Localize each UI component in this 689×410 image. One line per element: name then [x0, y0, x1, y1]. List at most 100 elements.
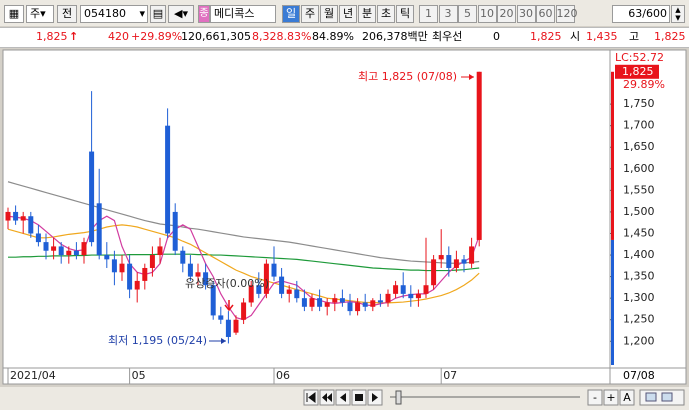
- interval-button[interactable]: 10: [477, 5, 497, 23]
- y-tick-label: 1,650: [623, 140, 655, 153]
- candle-body: [66, 250, 72, 256]
- event-note: 유상증자(0.00%): [185, 277, 269, 290]
- period-button[interactable]: 초: [377, 5, 395, 23]
- period-button[interactable]: 분: [358, 5, 376, 23]
- period-button[interactable]: 주: [301, 5, 319, 23]
- event-arrow: [224, 300, 234, 312]
- lc-label: LC:52.72: [615, 51, 664, 64]
- last-price-box: [615, 64, 659, 79]
- y-tick-label: 1,200: [623, 334, 655, 347]
- interval-button[interactable]: 3: [438, 5, 458, 23]
- zoom-in[interactable]: [603, 389, 619, 406]
- slider-thumb[interactable]: [395, 390, 402, 405]
- price-bar: [611, 71, 614, 240]
- x-tick-label: 05: [132, 369, 146, 382]
- market-select[interactable]: 주▾: [26, 5, 54, 23]
- period-button[interactable]: 일: [282, 5, 300, 23]
- period-button[interactable]: 틱: [396, 5, 414, 23]
- amount: 206,378백만: [362, 30, 428, 43]
- candle-body: [35, 233, 41, 243]
- candle-body: [233, 319, 239, 333]
- open-label: 시: [570, 30, 581, 43]
- high-note: 최고 1,825 (07/08): [358, 70, 457, 83]
- volume: 120,661,305: [181, 30, 251, 43]
- plot: 1,200 1,250 1,300 1,350 1,400 1,450 1,500 1,550…: [5, 71, 655, 384]
- interval-button[interactable]: 60: [536, 5, 555, 23]
- y-tick-label: 1,300: [623, 291, 655, 304]
- candle-body: [241, 302, 247, 320]
- candle-body: [362, 302, 368, 307]
- qty: 0: [493, 30, 500, 43]
- zoom-out[interactable]: [587, 389, 603, 406]
- candle-body: [370, 300, 376, 307]
- candle-body: [187, 263, 193, 277]
- candle-body: [453, 259, 459, 268]
- candle-body: [111, 259, 117, 273]
- candle-body: [263, 263, 269, 294]
- chart: 1,200 1,250 1,300 1,350 1,400 1,450 1,500 1,550…: [2, 49, 687, 385]
- candle-body: [317, 298, 323, 307]
- interval-button[interactable]: 30: [516, 5, 536, 23]
- candle-body: [165, 125, 171, 234]
- candle-body: [127, 263, 133, 290]
- low-arrow-head: [221, 338, 226, 344]
- candle-body: [415, 293, 421, 299]
- high-arrow-head: [469, 74, 474, 80]
- x-tick-label: 2021/04: [10, 369, 56, 382]
- menu-icon[interactable]: ▦: [4, 5, 24, 23]
- candle-body: [469, 246, 475, 264]
- y-tick-label: 1,250: [623, 313, 655, 326]
- candle-body: [332, 298, 338, 303]
- candle-body: [13, 211, 19, 221]
- candle-body: [180, 250, 186, 264]
- current-date: 07/08: [623, 369, 655, 382]
- candle-body: [423, 285, 429, 294]
- sound-button[interactable]: ◀▾: [168, 5, 194, 23]
- candle-body: [339, 298, 345, 303]
- candle-body: [271, 263, 277, 277]
- candle-body: [355, 302, 361, 312]
- search-button[interactable]: ▤: [150, 5, 166, 23]
- candle-body: [134, 280, 140, 290]
- candle-body: [89, 151, 95, 243]
- next-icon: [372, 393, 378, 402]
- turnover: 84.89%: [312, 30, 354, 43]
- name: 메디콕스: [214, 7, 255, 20]
- font-button[interactable]: [619, 389, 635, 406]
- market: 주: [30, 7, 41, 20]
- period-button[interactable]: 년: [339, 5, 357, 23]
- candle-body: [347, 302, 353, 312]
- candle-body: [461, 259, 467, 264]
- x-tick-label: 07: [443, 369, 457, 382]
- y-tick-label: 1,700: [623, 119, 655, 132]
- up-arrow: ↑: [69, 30, 79, 43]
- change-rate: +29.89%: [131, 30, 183, 43]
- count-input[interactable]: 63/600: [612, 5, 670, 23]
- bid: 1,825: [530, 30, 562, 43]
- count-max: /600: [642, 7, 667, 20]
- candle-body: [286, 289, 292, 294]
- candle-body: [149, 255, 155, 268]
- candle-body: [279, 276, 285, 294]
- view-button[interactable]: 전: [57, 5, 77, 23]
- code-input[interactable]: 054180 ▾: [80, 5, 148, 23]
- high: 1,825: [654, 30, 686, 43]
- candle-body: [438, 255, 444, 260]
- candle-body: [195, 272, 201, 277]
- interval-button[interactable]: 20: [497, 5, 516, 23]
- interval-button[interactable]: 1: [419, 5, 438, 23]
- candle-body: [324, 302, 330, 307]
- candle-body: [5, 211, 11, 221]
- x-tick-label: 06: [276, 369, 290, 382]
- candle-body: [28, 216, 34, 234]
- interval-button[interactable]: 5: [458, 5, 477, 23]
- candle-body: [43, 242, 49, 251]
- y-tick-label: 1,500: [623, 205, 655, 218]
- period-button[interactable]: 월: [320, 5, 338, 23]
- interval-button[interactable]: 120: [555, 5, 578, 23]
- candle-body: [210, 285, 216, 316]
- moving-average: [8, 253, 480, 272]
- price: 1,825: [36, 30, 68, 43]
- spin[interactable]: ▲ ▼: [671, 5, 685, 23]
